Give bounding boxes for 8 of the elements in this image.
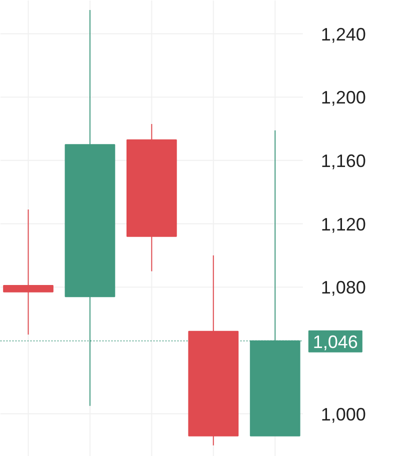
- y-tick-label: 1,240: [320, 24, 366, 44]
- y-tick-label: 1,120: [320, 214, 366, 234]
- y-tick-label: 1,000: [320, 404, 366, 424]
- candlestick: [3, 209, 54, 336]
- y-tick-label: 1,080: [320, 278, 366, 298]
- y-tick-label: 1,160: [320, 150, 366, 171]
- ref-line-label: 1,046: [312, 332, 358, 352]
- y-tick-label: 1,200: [320, 88, 366, 108]
